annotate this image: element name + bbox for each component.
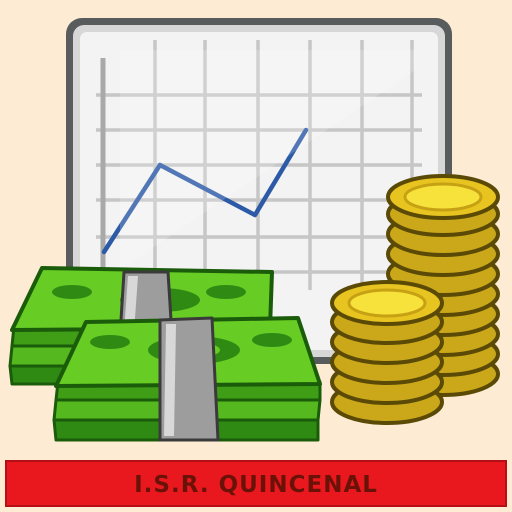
app-title: I.S.R. QUINCENAL [134,471,378,498]
trend-line [101,127,309,255]
title-banner: I.S.R. QUINCENAL [5,460,507,507]
isr-illustration [8,18,500,442]
front-coin-stack [330,280,444,425]
coin-stack-icon [330,174,500,425]
banknote-stack-icon [8,266,322,442]
front-cash-stack [52,316,322,442]
